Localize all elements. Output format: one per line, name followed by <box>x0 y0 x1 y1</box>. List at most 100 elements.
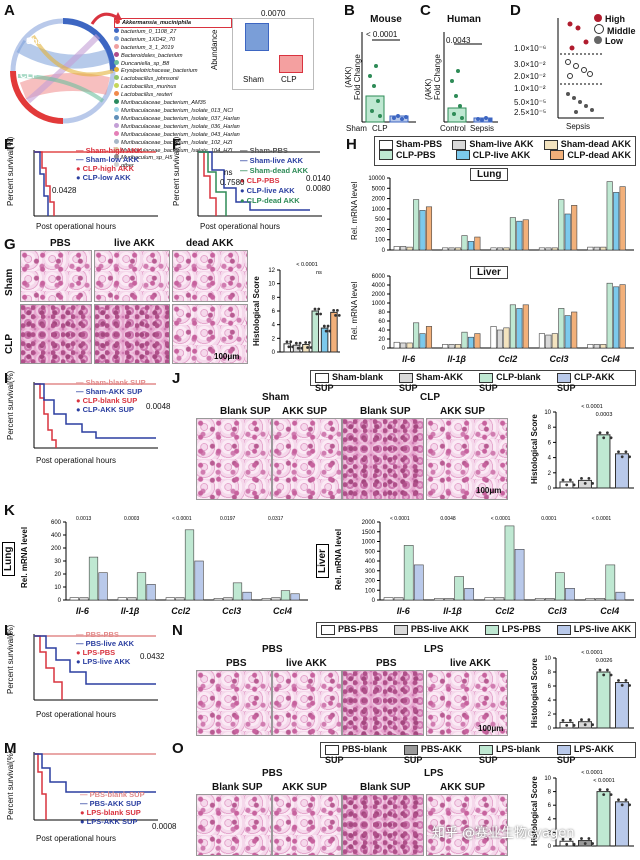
p-value: < 0.0001 <box>390 516 410 522</box>
y-tick-label: 4 <box>548 698 552 704</box>
species-legend-item: bacterium_0_1108_27 <box>114 27 232 36</box>
legend-l-2: PBS-live AKK <box>85 639 135 648</box>
legend-f-5: CLP-live AKK <box>246 186 295 195</box>
species-legend-label: Muribaculaceae_bacterium_Isolate_037_Har… <box>121 115 240 122</box>
panel-n-col-2: live AKK <box>286 658 327 669</box>
panel-i-xlabel: Post operational hours <box>36 456 117 465</box>
y-tick-label: 30 <box>54 559 61 565</box>
legend-color-dot <box>115 19 120 24</box>
species-legend-item: Erysipelotrichaceae_bacterium <box>114 67 232 75</box>
bar <box>280 590 291 601</box>
species-legend-label: Muribaculaceae_bacterium_Isolate_013_NCI <box>121 107 233 114</box>
y-tick-label: 2000 <box>362 520 376 526</box>
bar <box>455 247 462 251</box>
bar <box>88 556 99 601</box>
bar <box>175 597 185 601</box>
bar <box>615 801 629 847</box>
bar <box>464 588 475 601</box>
data-point <box>572 842 576 846</box>
bar <box>600 246 607 251</box>
data-point <box>606 431 609 435</box>
histology-image <box>172 250 248 302</box>
data-point <box>602 673 606 677</box>
panel-label-j: J <box>172 370 181 387</box>
panel-h-ylabel-lung: Rel. mRNA level <box>350 181 359 240</box>
bar <box>558 199 565 251</box>
legend-o-2: PBS-AKK SUP <box>403 744 462 765</box>
data-point <box>606 788 609 791</box>
panel-o-group-1: PBS <box>262 768 283 779</box>
panel-e-ylabel: Percent survival(%) <box>6 136 15 206</box>
legend-color-dot <box>114 99 119 105</box>
legend-i-3: CLP-blank SUP <box>82 396 138 405</box>
bar <box>534 598 545 601</box>
data-point <box>624 798 628 802</box>
histology-image <box>272 418 342 500</box>
panel-g-chart: 0 2 4 6 8 10 12 < 0.0001 ns <box>268 262 341 356</box>
y-tick-label: 60 <box>378 319 385 325</box>
bar <box>613 192 620 251</box>
species-legend-label: Muribaculaceae_bacterium_Isolate_102_HZI <box>121 139 233 146</box>
gene-k-8: Ccl2 <box>495 606 515 616</box>
panel-n-chart: 0 2 4 6 8 10 < 0.0001 0.0026 <box>544 650 634 732</box>
legend-e-3: CLP-high AKK <box>82 164 135 173</box>
watermark: 知乎 @赛业生物cyagen <box>432 826 575 841</box>
species-legend-label: bacterium_3_1_2019 <box>121 44 174 51</box>
legend-color-dot <box>114 27 119 33</box>
gene-h-5: Ccl4 <box>600 354 620 364</box>
bar <box>434 598 444 601</box>
species-legend-item: Bacteroidales_bacterium <box>114 51 232 60</box>
species-legend-label: Bacteroidales_bacterium <box>121 52 183 59</box>
bar <box>406 246 413 251</box>
data-point <box>565 842 569 846</box>
y-tick-label: 0 <box>548 844 552 850</box>
bar <box>571 205 578 251</box>
species-legend-item: Muribaculaceae_bacterium_Isolate_036_Har… <box>114 122 240 131</box>
data-point <box>583 842 587 845</box>
gene-h-3: Ccl2 <box>498 354 518 364</box>
data-point <box>294 341 298 345</box>
panel-g-scalebar: 100μm <box>214 352 240 361</box>
legend-n-4: LPS-live AKK <box>573 624 631 634</box>
bar <box>522 304 529 349</box>
histology-image <box>196 794 272 856</box>
panel-label-i: I <box>4 370 9 387</box>
histology-image <box>342 418 424 500</box>
data-point <box>306 346 309 349</box>
bar <box>606 282 613 349</box>
y-tick-label: 1000 <box>362 540 376 546</box>
panel-n-col-1: PBS <box>226 658 247 669</box>
panel-c-group-control: Control <box>440 124 466 133</box>
bar <box>213 598 223 601</box>
bar <box>302 343 310 353</box>
legend-color-dot <box>114 35 119 41</box>
legend-m-1: PBS-blank SUP <box>89 790 145 799</box>
legend-color-dot <box>114 122 119 128</box>
legend-h-1: Sham-PBS <box>396 139 443 149</box>
legend-j-4: CLP-AKK SUP <box>556 372 615 393</box>
panel-i-pvalue: 0.0048 <box>146 402 171 411</box>
data-point <box>332 308 336 312</box>
y-tick-label: 0 <box>272 350 276 356</box>
panel-c-ylabel: (AKK) Fold Change <box>424 54 442 100</box>
panel-g-col-1: PBS <box>50 238 71 249</box>
data-point <box>561 719 565 722</box>
bar <box>606 181 613 251</box>
panel-g-col-2: live AKK <box>114 238 155 249</box>
species-legend-item: Akkermansia_muciniphila <box>114 18 232 28</box>
gene-k-6: Il-6 <box>396 606 410 616</box>
panel-label-m: M <box>4 740 17 757</box>
bar <box>136 572 147 601</box>
legend-n-2: PBS-live AKK <box>410 624 470 634</box>
species-legend-item: Muribaculaceae_bacterium_AM35 <box>114 99 232 107</box>
histology-image <box>426 418 508 500</box>
p-value: ns <box>316 270 322 276</box>
legend-n-3: LPS-PBS <box>501 624 541 634</box>
bar <box>383 597 394 601</box>
legend-color-dot <box>114 75 119 81</box>
species-legend-item: Lactobacillus_murinus <box>114 83 232 91</box>
data-point <box>572 724 576 727</box>
chord-sham-label: Sham <box>26 36 51 46</box>
bar <box>484 597 495 601</box>
panel-o-col-2: AKK SUP <box>282 782 328 793</box>
